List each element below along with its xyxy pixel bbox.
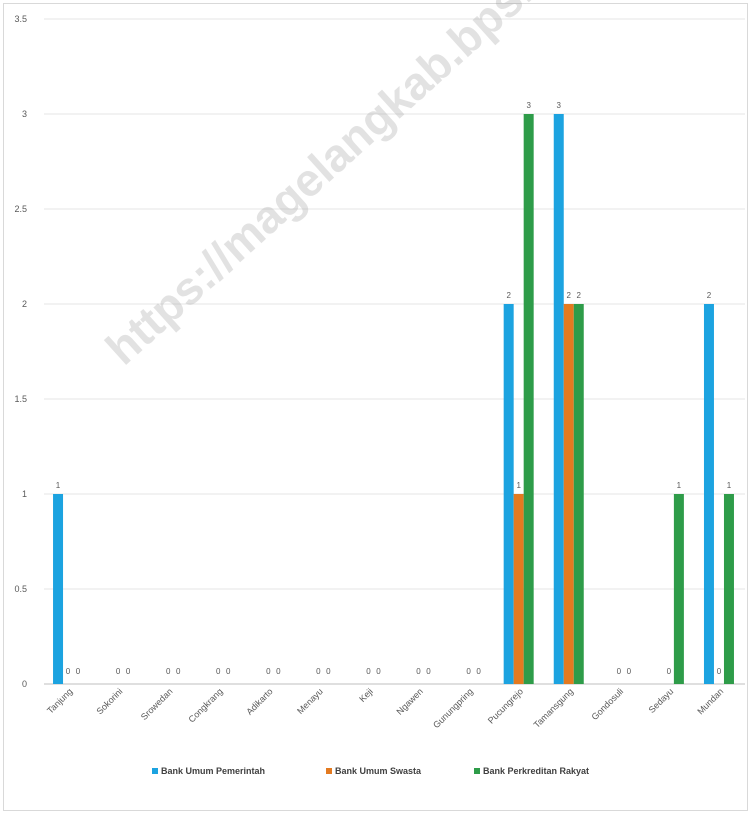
y-axis: 0 0.5 1 1.5 2 2.5 3 3.5 (14, 14, 27, 689)
data-label: 0 (376, 667, 381, 676)
x-tick-label: Sokorini (94, 686, 124, 716)
legend: Bank Umum Pemerintah Bank Umum Swasta Bank… (152, 766, 589, 776)
x-tick-label: Gunungpring (431, 686, 475, 730)
legend-label: Bank Umum Pemerintah (161, 766, 265, 776)
legend-swatch (152, 768, 158, 774)
y-tick-label: 1 (22, 489, 27, 499)
x-tick-label: Tamansgung (532, 686, 576, 730)
bar (53, 494, 64, 684)
x-tick-label: Pucungrejo (486, 686, 525, 725)
x-tick-label: Tanjung (45, 686, 74, 715)
data-label: 2 (567, 291, 572, 300)
data-label: 0 (366, 667, 371, 676)
data-label: 0 (426, 667, 431, 676)
x-tick-label: Keji (357, 686, 375, 704)
bar (503, 304, 514, 684)
legend-label: Bank Umum Swasta (335, 766, 422, 776)
data-label: 2 (577, 291, 582, 300)
data-label: 1 (677, 481, 682, 490)
x-tick-label: Adikarto (244, 686, 274, 716)
legend-swatch (326, 768, 332, 774)
x-tick-label: Mundan (695, 686, 725, 716)
bar (573, 304, 584, 684)
x-tick-label: Srowedan (139, 686, 175, 722)
y-tick-label: 2.5 (14, 204, 27, 214)
data-label: 3 (526, 101, 531, 110)
data-label: 0 (476, 667, 481, 676)
data-label: 0 (76, 667, 81, 676)
legend-swatch (474, 768, 480, 774)
y-tick-label: 1.5 (14, 394, 27, 404)
data-label: 2 (506, 291, 511, 300)
data-label: 0 (667, 667, 672, 676)
x-axis: Tanjung Sokorini Srowedan Congkrang Adikarto… (45, 686, 725, 730)
data-label: 0 (166, 667, 171, 676)
x-tick-label: Congkrang (186, 686, 224, 724)
bar (513, 494, 524, 684)
data-label: 0 (66, 667, 71, 676)
data-label: 0 (216, 667, 221, 676)
bars (53, 114, 734, 684)
data-label: 0 (466, 667, 471, 676)
bar (553, 114, 564, 684)
y-tick-label: 2 (22, 299, 27, 309)
y-tick-label: 0 (22, 679, 27, 689)
bar (723, 494, 734, 684)
data-label: 0 (126, 667, 131, 676)
data-label: 1 (727, 481, 732, 490)
data-label: 1 (56, 481, 61, 490)
data-label: 0 (416, 667, 421, 676)
data-label: 3 (557, 101, 562, 110)
data-label: 0 (276, 667, 281, 676)
bar (563, 304, 574, 684)
x-tick-label: Sedayu (647, 686, 676, 715)
x-tick-label: Ngawen (395, 686, 425, 716)
data-label: 0 (116, 667, 121, 676)
bar (673, 494, 684, 684)
data-label: 0 (326, 667, 331, 676)
y-tick-label: 0.5 (14, 584, 27, 594)
data-label: 2 (707, 291, 712, 300)
data-label: 0 (266, 667, 271, 676)
chart-frame (3, 3, 748, 811)
data-label: 0 (316, 667, 321, 676)
gridlines (44, 18, 745, 685)
data-label: 1 (516, 481, 521, 490)
x-tick-label: Gondosuli (590, 686, 626, 722)
legend-label: Bank Perkreditan Rakyat (483, 766, 589, 776)
x-tick-label: Menayu (295, 686, 325, 716)
data-label: 0 (176, 667, 181, 676)
data-label: 0 (617, 667, 622, 676)
bar (703, 304, 714, 684)
y-tick-label: 3.5 (14, 14, 27, 24)
data-label: 0 (627, 667, 632, 676)
data-label: 0 (226, 667, 231, 676)
data-label: 0 (717, 667, 722, 676)
bar (523, 114, 534, 684)
y-tick-label: 3 (22, 109, 27, 119)
